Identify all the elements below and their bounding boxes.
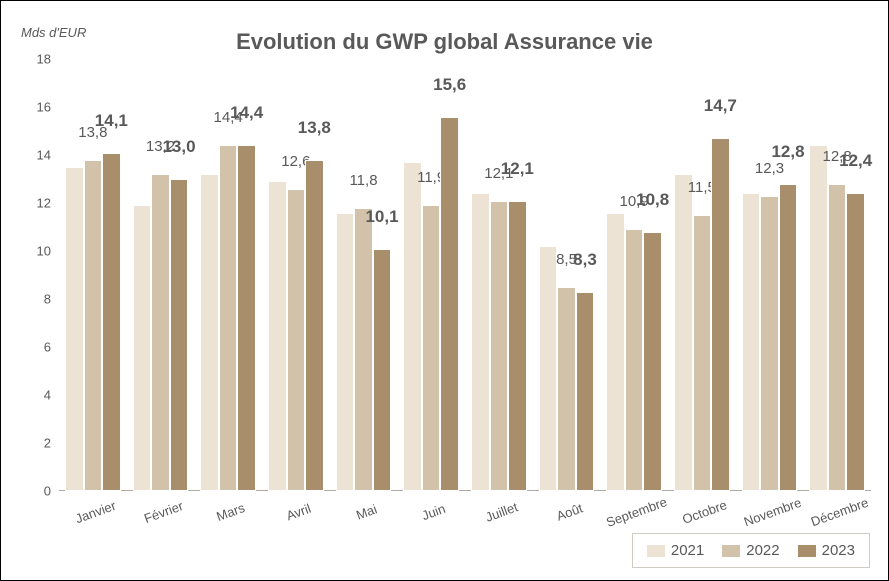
legend: 2021 2022 2023 [632, 533, 870, 568]
bar [674, 174, 692, 491]
chart-title: Evolution du GWP global Assurance vie [1, 29, 888, 55]
bar [237, 145, 255, 491]
y-tick-label: 8 [44, 292, 51, 307]
legend-swatch [647, 545, 665, 557]
bar [809, 145, 827, 491]
bar [576, 292, 594, 491]
x-tick-label: Mai [354, 501, 379, 522]
data-label: 10,8 [636, 190, 669, 210]
bar [779, 184, 797, 491]
legend-label: 2023 [822, 542, 855, 559]
bar [219, 145, 237, 491]
bar [170, 179, 188, 491]
legend-swatch [798, 545, 816, 557]
bar [625, 229, 643, 491]
x-tick-label: Août [554, 500, 584, 523]
bar [693, 215, 711, 491]
legend-item: 2023 [798, 542, 855, 559]
legend-swatch [722, 545, 740, 557]
x-tick-label: Octobre [680, 497, 729, 527]
data-label: 15,6 [433, 75, 466, 95]
bar [760, 196, 778, 491]
x-tick-label: Février [141, 498, 184, 526]
data-label: 10,1 [365, 207, 398, 227]
chart-frame: Mds d'EUR Evolution du GWP global Assura… [0, 0, 889, 581]
legend-label: 2021 [671, 542, 704, 559]
bar [403, 162, 421, 491]
data-label: 13,8 [298, 118, 331, 138]
data-label: 12,8 [771, 142, 804, 162]
y-tick-label: 6 [44, 340, 51, 355]
bar [65, 167, 83, 491]
bar [828, 184, 846, 491]
bar [742, 193, 760, 491]
x-tick-label: Novembre [741, 495, 802, 530]
y-tick-label: 18 [37, 52, 51, 67]
bar [287, 189, 305, 491]
x-tick-label: Avril [284, 501, 313, 524]
bar [557, 287, 575, 491]
y-tick-label: 4 [44, 388, 51, 403]
y-tick-label: 2 [44, 436, 51, 451]
bar [508, 201, 526, 491]
data-label: 11,8 [349, 172, 377, 189]
x-tick-label: Septembre [604, 494, 669, 530]
x-tick-label: Décembre [809, 495, 870, 530]
legend-label: 2022 [746, 542, 779, 559]
bar [606, 213, 624, 491]
bar [440, 117, 458, 491]
data-label: 12,3 [755, 160, 784, 177]
bar [268, 181, 286, 491]
data-label: 12,4 [839, 151, 872, 171]
data-label: 12,1 [501, 159, 534, 179]
data-label: 14,1 [95, 111, 128, 131]
x-tick-label: Juin [420, 501, 448, 523]
plot-area: 02468101214161813,814,113,213,014,414,41… [59, 59, 871, 491]
bar [200, 174, 218, 491]
bar [102, 153, 120, 491]
data-label: 14,7 [704, 96, 737, 116]
bar [846, 193, 864, 491]
data-label: 13,0 [162, 137, 195, 157]
bar [490, 201, 508, 491]
bar [336, 213, 354, 491]
bar [471, 193, 489, 491]
data-label: 14,4 [230, 103, 263, 123]
x-tick-label: Janvier [73, 498, 118, 526]
x-tick-label: Mars [215, 500, 247, 524]
y-tick-label: 12 [37, 196, 51, 211]
legend-item: 2021 [647, 542, 704, 559]
bar [151, 174, 169, 491]
bar [539, 246, 557, 491]
bar [711, 138, 729, 491]
bar [133, 205, 151, 491]
x-tick-label: Juillet [483, 499, 519, 524]
legend-item: 2022 [722, 542, 779, 559]
bar [422, 205, 440, 491]
bar [373, 249, 391, 491]
y-tick-label: 16 [37, 100, 51, 115]
y-tick-label: 14 [37, 148, 51, 163]
bar [643, 232, 661, 491]
data-label: 8,3 [573, 250, 597, 270]
y-tick-label: 10 [37, 244, 51, 259]
bar [354, 208, 372, 491]
bar [84, 160, 102, 491]
bar [305, 160, 323, 491]
y-tick-label: 0 [44, 484, 51, 499]
